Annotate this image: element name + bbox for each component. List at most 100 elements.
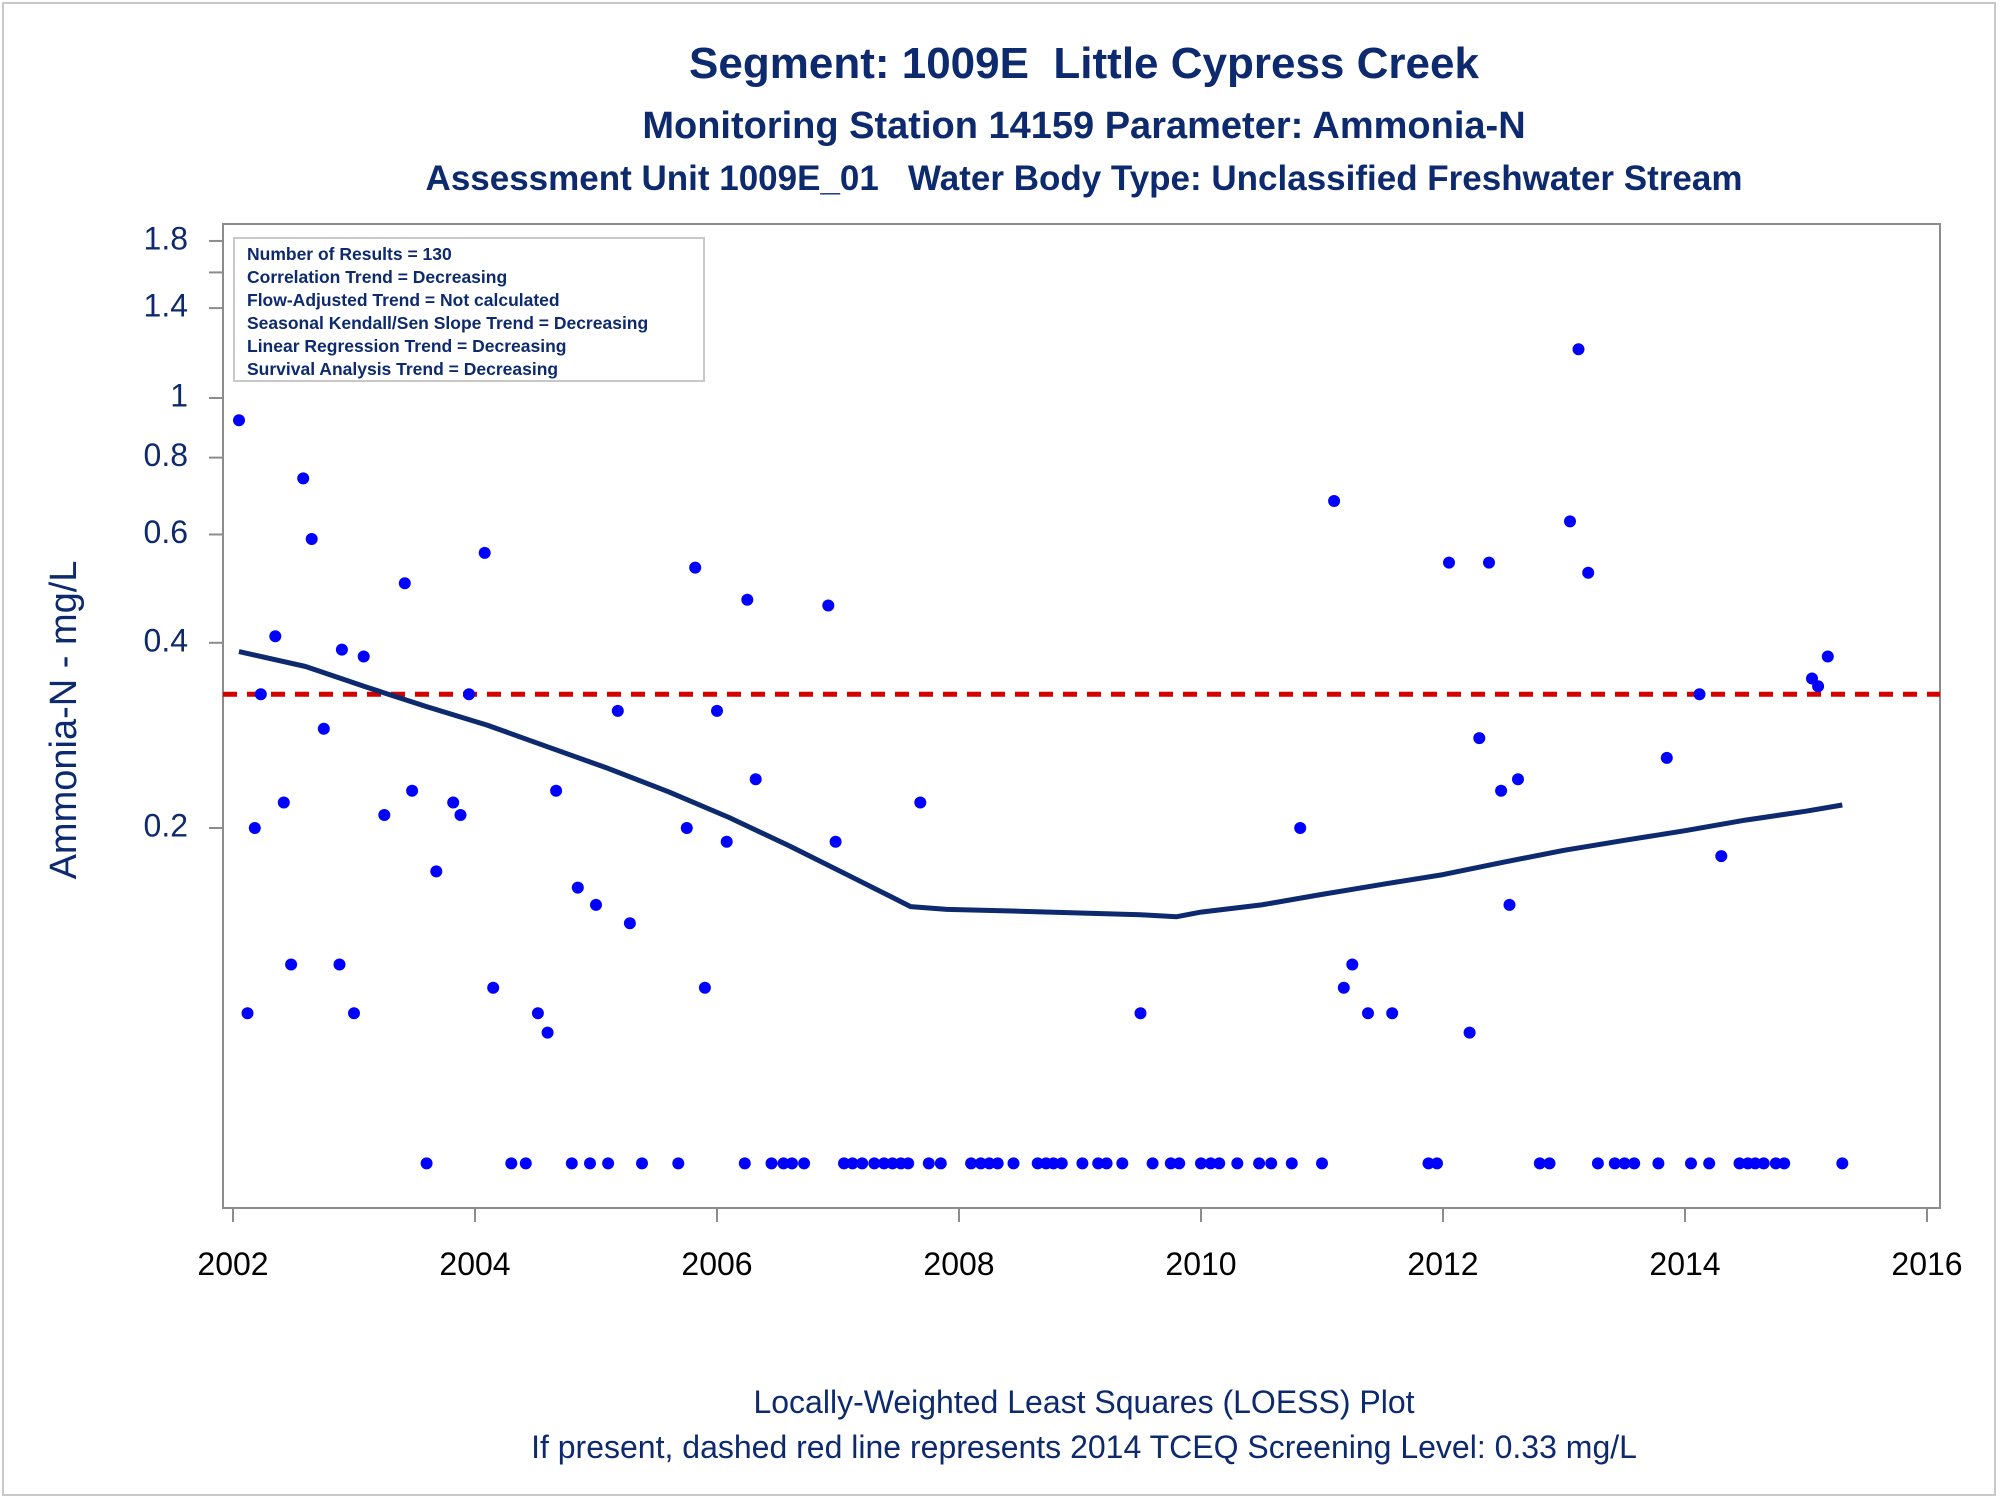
y-tick-label: 1.8 — [144, 220, 188, 256]
data-point — [1346, 958, 1359, 971]
x-tick-label: 2014 — [1649, 1246, 1720, 1282]
chart-title: Segment: 1009E Little Cypress Creek — [689, 39, 1479, 88]
data-point — [856, 1157, 869, 1170]
data-point — [838, 1157, 850, 1170]
data-point — [765, 1157, 778, 1170]
data-point — [829, 835, 842, 848]
data-point — [1543, 1157, 1556, 1170]
data-point — [531, 1007, 544, 1020]
x-tick-label: 2002 — [197, 1246, 268, 1282]
data-point — [1285, 1157, 1298, 1170]
annotation-seasonal-kendall-trend: Seasonal Kendall/Sen Slope Trend = Decre… — [247, 313, 648, 333]
y-tick-label: 0.2 — [144, 807, 188, 843]
data-point — [1733, 1157, 1746, 1170]
data-point — [698, 981, 711, 994]
data-point — [1173, 1157, 1186, 1170]
data-point — [878, 1157, 890, 1170]
data-point — [571, 881, 584, 894]
data-point — [680, 822, 693, 834]
y-tick-label: 1.4 — [144, 288, 188, 324]
data-point — [1134, 1007, 1147, 1020]
data-point — [357, 650, 370, 663]
data-point — [902, 1157, 915, 1170]
data-point — [1812, 680, 1825, 693]
loess-curve — [238, 649, 1843, 920]
data-point — [1164, 1157, 1177, 1170]
data-point — [487, 981, 500, 994]
y-axis-label: Ammonia-N - mg/L — [43, 561, 85, 880]
data-point — [1693, 688, 1706, 701]
data-point — [991, 1157, 1004, 1170]
data-points — [233, 237, 1849, 1170]
data-point — [541, 1026, 554, 1039]
annotation-survival-analysis-trend: Survival Analysis Trend = Decreasing — [247, 359, 558, 379]
data-point — [406, 784, 419, 797]
data-point — [1608, 1157, 1621, 1170]
data-point — [348, 1007, 360, 1020]
data-point — [777, 1157, 790, 1170]
data-point — [602, 1157, 615, 1170]
data-point — [248, 822, 261, 834]
chart-subtitle-2: Assessment Unit 1009E_01 Water Body Type… — [426, 159, 1743, 198]
data-point — [1769, 1157, 1782, 1170]
y-tick-label: 1 — [170, 377, 188, 413]
data-point — [1337, 981, 1350, 994]
data-point — [398, 577, 411, 590]
data-point — [1757, 1157, 1770, 1170]
data-point — [1463, 1026, 1476, 1039]
x-tick-label: 2016 — [1891, 1246, 1962, 1282]
data-point — [297, 472, 310, 485]
data-point — [1431, 1157, 1443, 1170]
data-point — [1512, 773, 1524, 786]
data-point — [611, 704, 624, 717]
annotation-flow-adjusted-trend: Flow-Adjusted Trend = Not calculated — [247, 290, 560, 310]
footnote-loess: Locally-Weighted Least Squares (LOESS) P… — [753, 1384, 1414, 1420]
data-point — [1146, 1157, 1159, 1170]
data-point — [1749, 1157, 1762, 1170]
data-point — [1703, 1157, 1716, 1170]
annotation-correlation-trend: Correlation Trend = Decreasing — [247, 267, 507, 287]
chart-subtitle: Monitoring Station 14159 Parameter: Ammo… — [642, 105, 1525, 147]
data-point — [1473, 732, 1486, 745]
data-point — [983, 1157, 996, 1170]
data-point — [1591, 1157, 1604, 1170]
data-point — [1495, 784, 1508, 797]
data-point — [447, 796, 460, 809]
x-tick-label: 2012 — [1407, 1246, 1478, 1282]
data-point — [868, 1157, 881, 1170]
data-point — [1116, 1157, 1129, 1170]
data-point — [550, 784, 563, 797]
data-point — [1652, 1157, 1665, 1170]
data-point — [1316, 1157, 1328, 1170]
annotation-number-of-results: Number of Results = 130 — [247, 244, 452, 264]
data-point — [1204, 1157, 1217, 1170]
data-point — [846, 1157, 859, 1170]
data-point — [1660, 751, 1673, 764]
y-tick-label: 0.6 — [144, 514, 188, 550]
data-point — [974, 1157, 987, 1170]
annotation-linear-regression-trend: Linear Regression Trend = Decreasing — [247, 336, 567, 356]
data-point — [1047, 1157, 1060, 1170]
data-point — [672, 1157, 685, 1170]
data-point — [478, 546, 491, 559]
data-point — [335, 643, 348, 656]
data-point — [584, 1157, 596, 1170]
trend-annotation-box: Number of Results = 130 Correlation Tren… — [233, 237, 705, 382]
data-point — [1715, 850, 1728, 863]
data-point — [1422, 1157, 1435, 1170]
data-point — [965, 1157, 978, 1170]
data-point — [786, 1157, 798, 1170]
data-point — [590, 898, 602, 911]
data-point — [519, 1157, 532, 1170]
data-point — [420, 1157, 433, 1170]
x-tick-label: 2010 — [1165, 1246, 1236, 1282]
data-point — [1618, 1157, 1631, 1170]
data-point — [1483, 556, 1495, 569]
data-point — [922, 1157, 935, 1170]
data-point — [636, 1157, 648, 1170]
data-point — [1092, 1157, 1105, 1170]
data-point — [1007, 1157, 1020, 1170]
data-point — [305, 533, 318, 545]
data-point — [1231, 1157, 1244, 1170]
